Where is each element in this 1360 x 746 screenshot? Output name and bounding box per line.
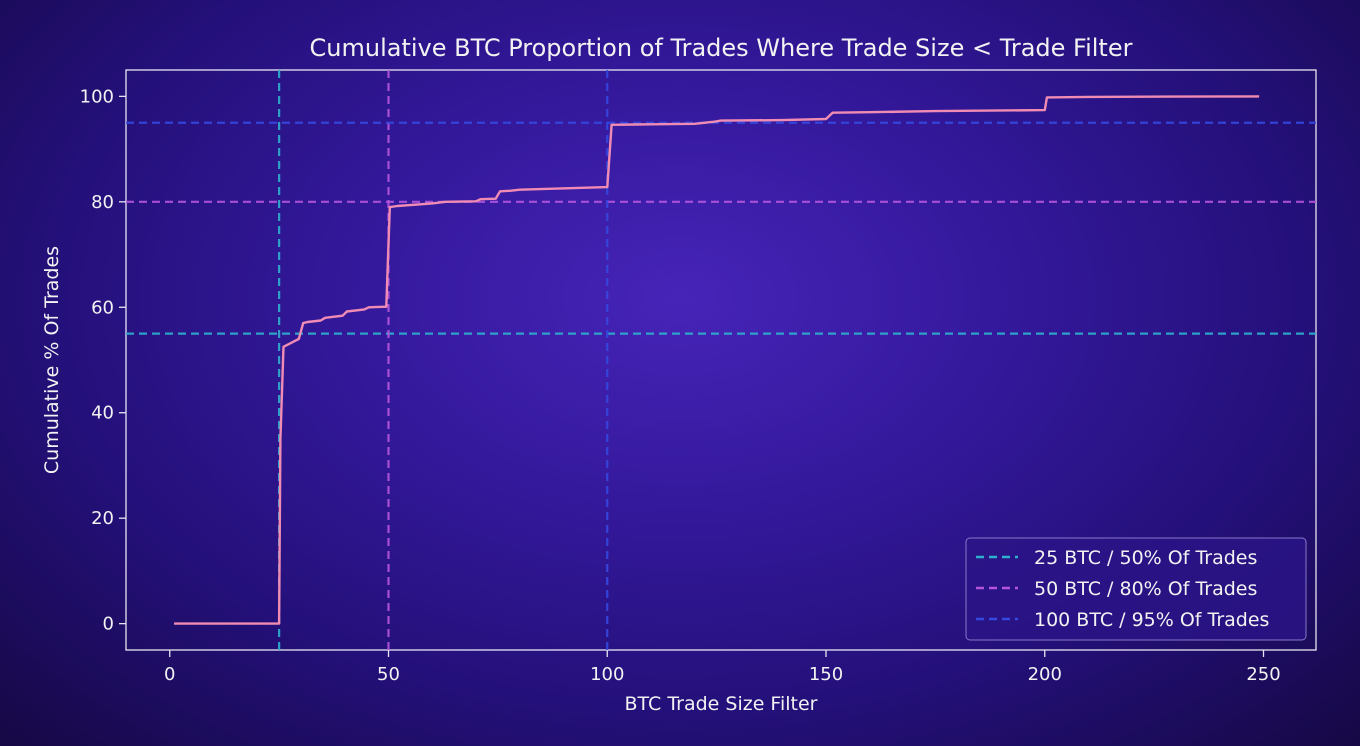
- legend-label: 50 BTC / 80% Of Trades: [1034, 578, 1257, 600]
- y-tick-label: 60: [91, 297, 114, 318]
- x-axis-label: BTC Trade Size Filter: [625, 693, 818, 715]
- y-tick-label: 100: [80, 86, 114, 107]
- y-tick-label: 20: [91, 508, 114, 529]
- plot-area: [125, 69, 1317, 651]
- series-layer: [174, 95, 1260, 625]
- series-line-cumulative: [174, 95, 1260, 625]
- y-tick-label: 0: [103, 614, 114, 635]
- legend-label: 25 BTC / 50% Of Trades: [1034, 547, 1257, 569]
- legend-box: [965, 537, 1307, 641]
- chart-title: Cumulative BTC Proportion of Trades Wher…: [310, 34, 1133, 62]
- x-axis: 0 50 100 150 200 250: [164, 650, 1281, 685]
- x-tick-label: 200: [1028, 664, 1062, 685]
- legend: 25 BTC / 50% Of Trades 50 BTC / 80% Of Tr…: [965, 537, 1307, 641]
- x-tick-label: 100: [590, 664, 624, 685]
- y-tick-label: 40: [91, 403, 114, 424]
- x-tick-label: 0: [164, 664, 175, 685]
- x-tick-label: 150: [809, 664, 843, 685]
- y-axis: 0 20 40 60 80 100: [80, 86, 126, 635]
- y-tick-label: 80: [91, 192, 114, 213]
- y-axis-label: Cumulative % Of Trades: [41, 246, 63, 474]
- x-tick-label: 250: [1246, 664, 1280, 685]
- x-tick-label: 50: [377, 664, 400, 685]
- legend-label: 100 BTC / 95% Of Trades: [1034, 609, 1269, 631]
